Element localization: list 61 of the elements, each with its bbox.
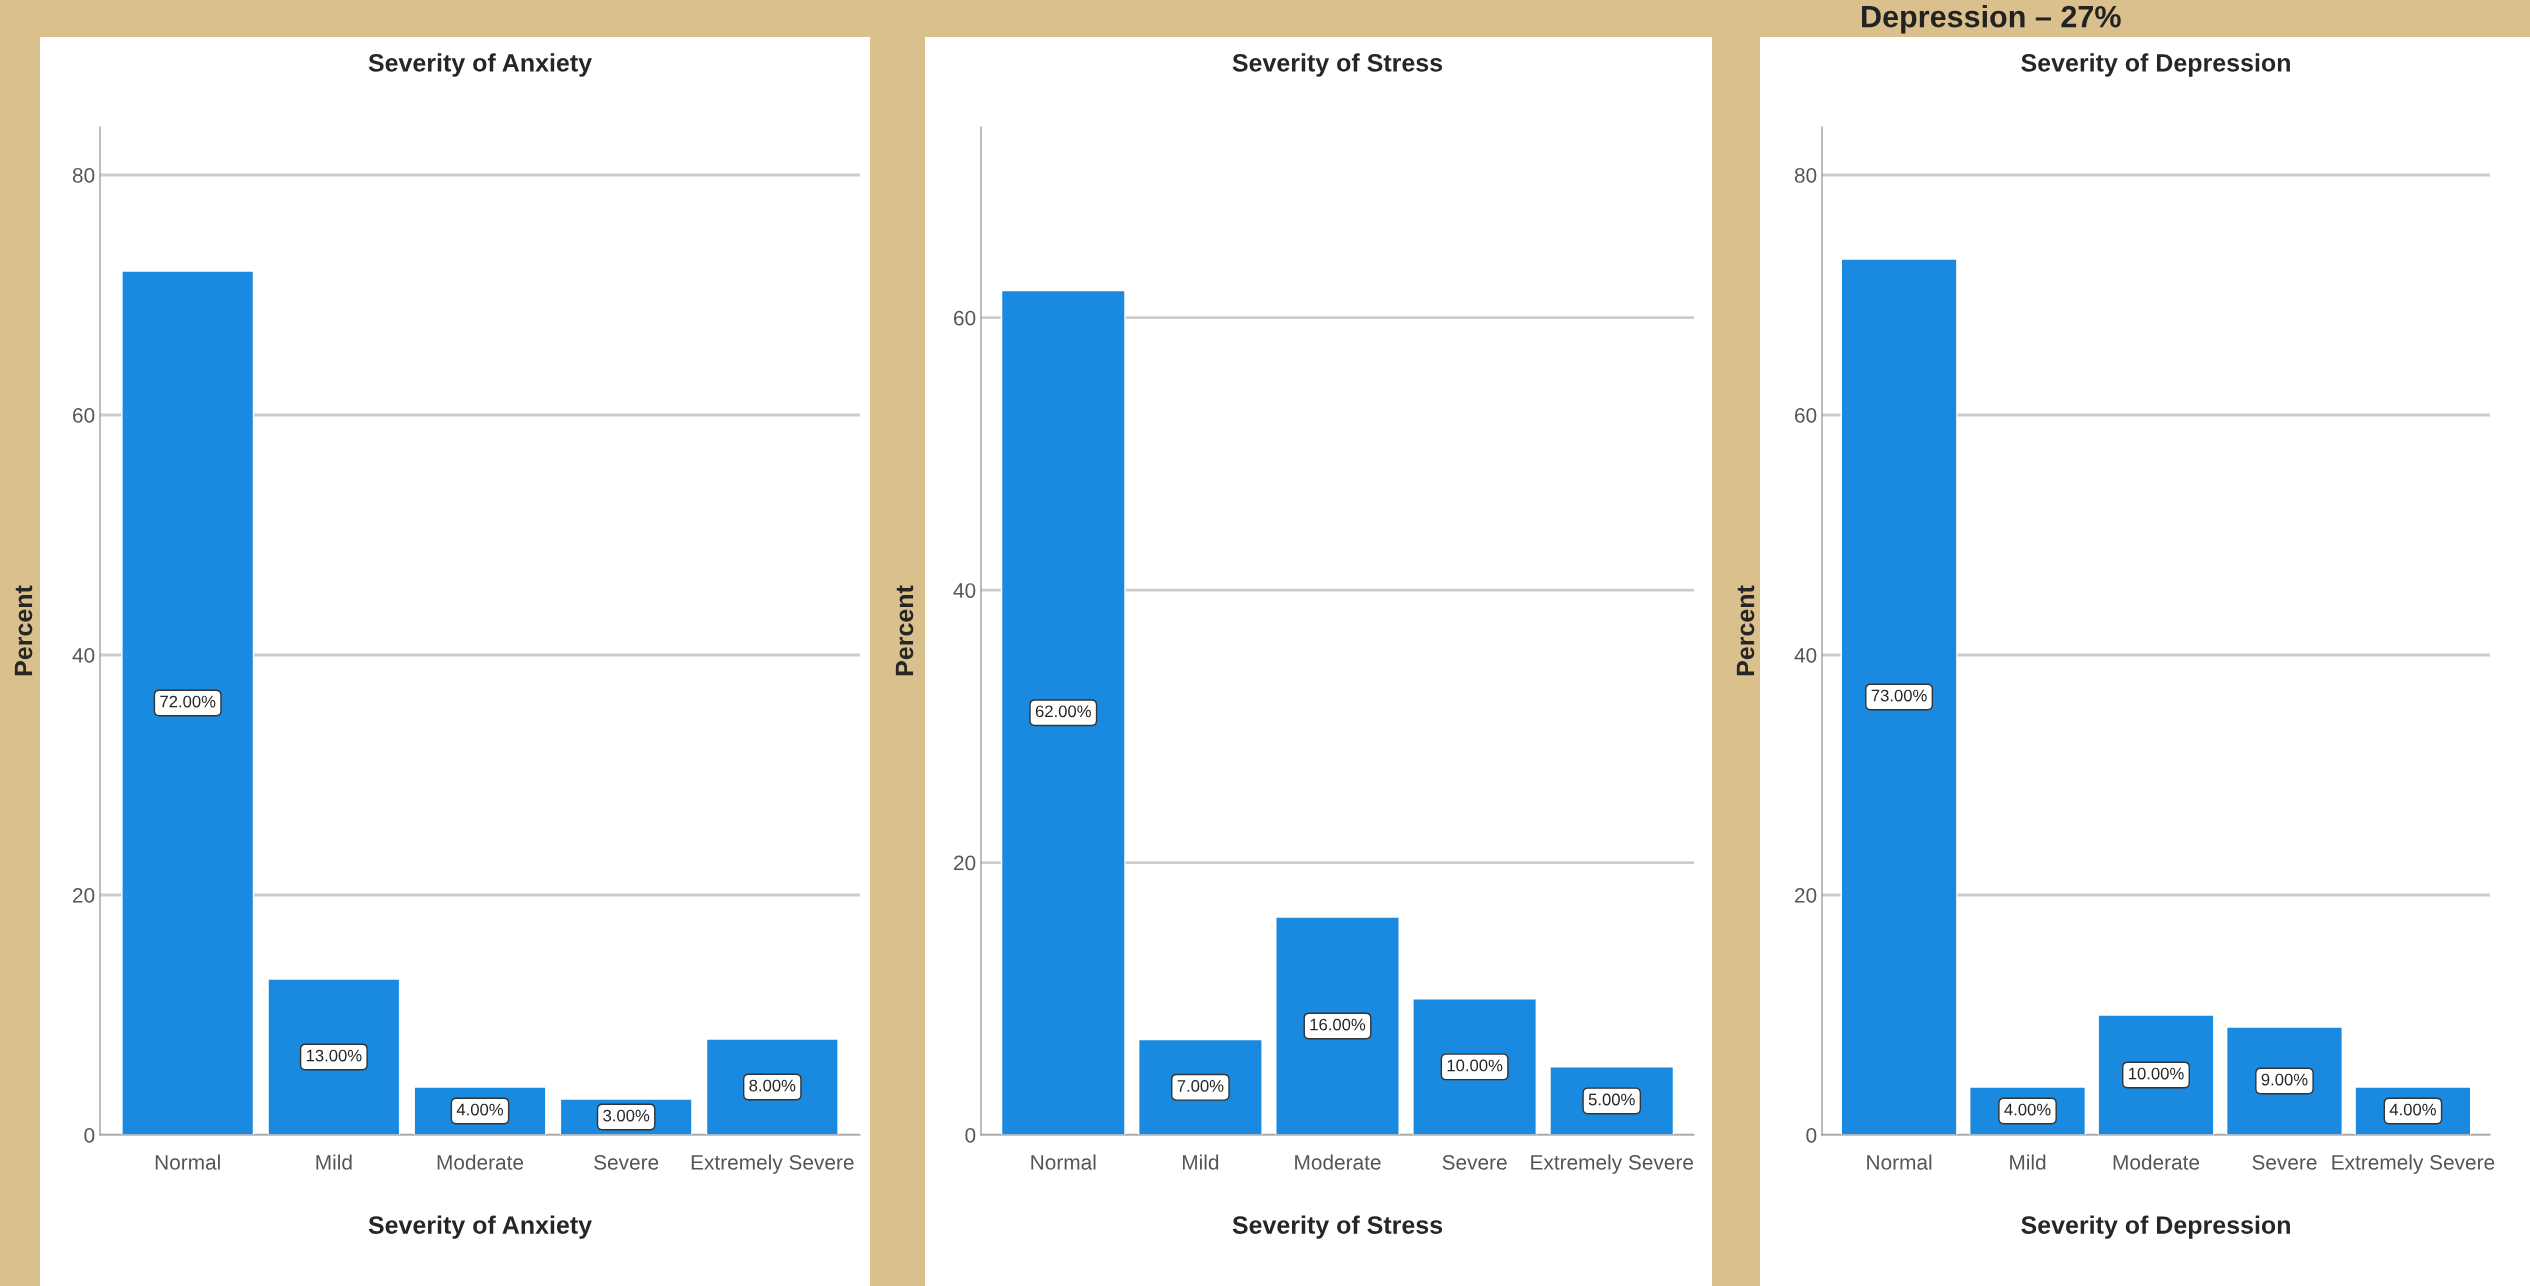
data-label: 5.00% [1588, 1093, 1635, 1106]
y-tick-label: 80 [1794, 168, 1817, 183]
bar [1412, 998, 1538, 1135]
x-tick-label: Moderate [1295, 1154, 1381, 1170]
x-tick-label: Extremely Severe [2332, 1154, 2495, 1174]
x-tick-label: Mild [316, 1154, 352, 1170]
y-tick-label: 40 [72, 648, 95, 663]
y-tick-label: 60 [1795, 408, 1817, 423]
x-tick-label: Mild [1183, 1154, 1219, 1170]
bar [1275, 916, 1400, 1135]
x-axis-title: Severity of Depression [2021, 1215, 2290, 1239]
x-tick-label: Extremely Severe [691, 1154, 854, 1174]
y-tick-label: 60 [73, 408, 95, 423]
y-tick-label: 80 [72, 168, 95, 183]
data-label: 4.00% [456, 1103, 504, 1116]
x-tick-label: Extremely Severe [1531, 1154, 1694, 1174]
x-axis-title: Severity of Anxiety [368, 1215, 592, 1239]
y-tick-label: 0 [84, 1128, 95, 1143]
x-tick-label: Severe [1442, 1154, 1507, 1170]
y-tick-label: 0 [965, 1128, 976, 1143]
text: Depression – 27% [1862, 5, 2121, 34]
data-label: 4.00% [2004, 1103, 2051, 1116]
chart-title: Severity of Depression [2021, 53, 2290, 77]
bar [267, 978, 401, 1135]
y-tick-label: 40 [953, 583, 976, 598]
data-label: 16.00% [1310, 1018, 1366, 1031]
data-label: 72.00% [160, 695, 216, 708]
chart-title: Severity of Stress [1232, 53, 1443, 77]
y-tick-label: 40 [1794, 648, 1817, 663]
data-label: 4.00% [2389, 1103, 2436, 1116]
y-axis-title: Percent [14, 585, 33, 676]
y-tick-label: 0 [1806, 1128, 1817, 1143]
bar [1000, 289, 1126, 1135]
chart-title: Severity of Anxiety [368, 53, 592, 77]
data-label: 73.00% [1871, 689, 1927, 702]
bar [1840, 258, 1958, 1135]
x-tick-label: Mild [2010, 1154, 2046, 1170]
x-tick-label: Severe [594, 1154, 659, 1170]
y-axis-title: Percent [895, 585, 914, 676]
x-tick-label: Normal [155, 1154, 220, 1170]
data-label: 62.00% [1035, 705, 1091, 718]
data-label: 10.00% [1447, 1059, 1503, 1072]
data-label: 3.00% [603, 1109, 650, 1122]
y-tick-label: 20 [73, 888, 95, 903]
x-tick-label: Normal [1031, 1154, 1096, 1170]
x-tick-label: Normal [1867, 1154, 1932, 1170]
data-label: 13.00% [306, 1049, 362, 1062]
data-label: 7.00% [1177, 1080, 1224, 1092]
x-tick-label: Moderate [2113, 1154, 2200, 1170]
y-tick-label: 20 [1795, 888, 1817, 903]
data-label: 8.00% [749, 1079, 796, 1092]
bar [121, 270, 255, 1135]
y-tick-label: 20 [954, 855, 976, 871]
data-label: 10.00% [2129, 1067, 2184, 1080]
y-axis-title: Percent [1736, 585, 1755, 676]
y-tick-label: 60 [954, 310, 976, 326]
x-tick-label: Severe [2252, 1154, 2317, 1170]
data-label: 9.00% [2261, 1073, 2308, 1086]
x-tick-label: Moderate [437, 1154, 524, 1170]
x-axis-title: Severity of Stress [1232, 1215, 1443, 1239]
bar [705, 1038, 839, 1135]
